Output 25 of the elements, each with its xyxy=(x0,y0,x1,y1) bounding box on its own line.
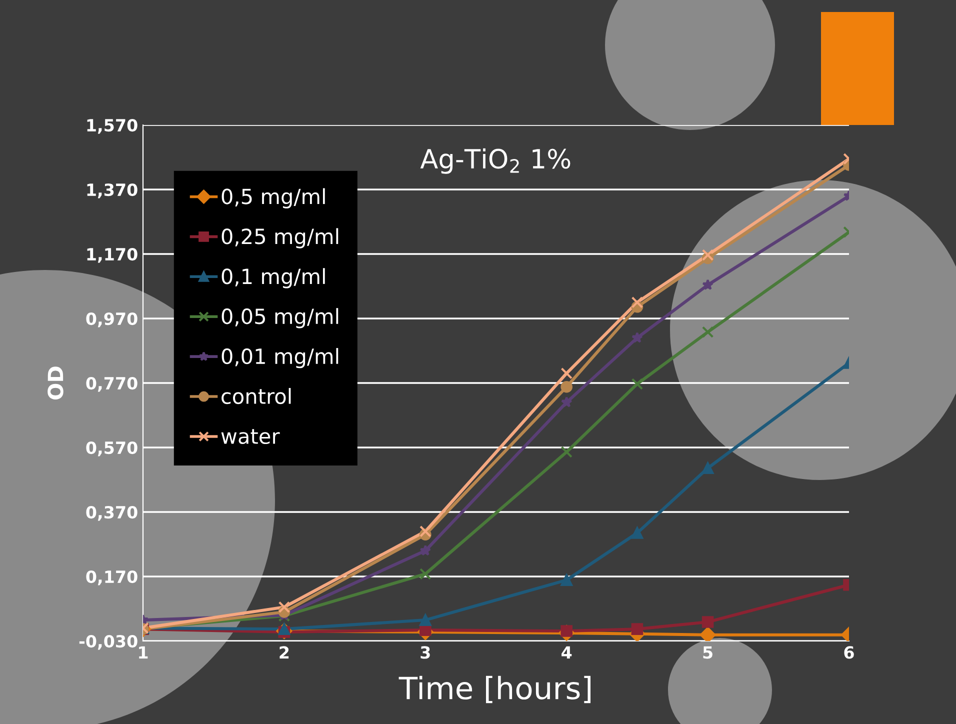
legend-label: 0,25 mg/ml xyxy=(222,228,338,248)
legend-label: 0,05 mg/ml xyxy=(222,308,338,328)
legend-label: 0,01 mg/ml xyxy=(222,348,338,368)
legend-label: 0,1 mg/ml xyxy=(222,268,325,288)
y-tick-label: 1,370 xyxy=(87,183,138,198)
legend-label: 0,5 mg/ml xyxy=(222,188,325,208)
y-tick-label: 1,170 xyxy=(87,248,138,263)
y-tick-label: 0,370 xyxy=(86,506,138,521)
y-tick-label: 1,570 xyxy=(87,118,138,134)
y-tick-label: 0,570 xyxy=(86,441,138,456)
y-tick-label: 0,170 xyxy=(86,570,138,586)
x-tick-label: 3 xyxy=(420,646,430,659)
x-tick-label: 1 xyxy=(139,646,148,659)
x-tick-label: 4 xyxy=(562,646,572,659)
x-tick-label: 2 xyxy=(280,646,289,659)
x-axis-title: Time [hours] xyxy=(398,676,590,704)
legend-label: water xyxy=(221,429,280,444)
x-tick-label: 5 xyxy=(703,646,712,659)
legend-label: control xyxy=(222,388,291,404)
y-tick-label: 0,970 xyxy=(86,312,138,328)
text: Ag-TiO$_{2}$ 1% xyxy=(420,148,570,174)
y-tick-label: 0,770 xyxy=(86,376,138,392)
y-axis-title: OD xyxy=(48,366,64,400)
x-tick-label: 6 xyxy=(844,646,854,659)
y-tick-label: -0,030 xyxy=(79,634,138,650)
